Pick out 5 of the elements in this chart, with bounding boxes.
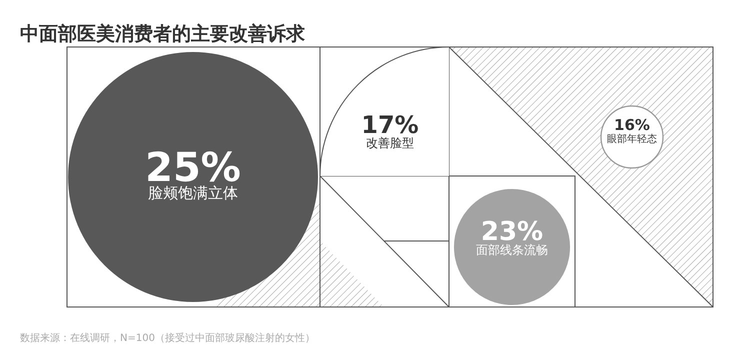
source-note: 数据来源：在线调研，N=100（接受过中面部玻尿酸注射的女性） xyxy=(20,332,315,344)
data-label: 16% xyxy=(614,116,650,134)
category-label: 改善脸型 xyxy=(366,136,414,150)
category-label: 眼部年轻态 xyxy=(607,133,657,145)
text: 中面部医美消费者的主要改善诉求 xyxy=(20,23,306,45)
